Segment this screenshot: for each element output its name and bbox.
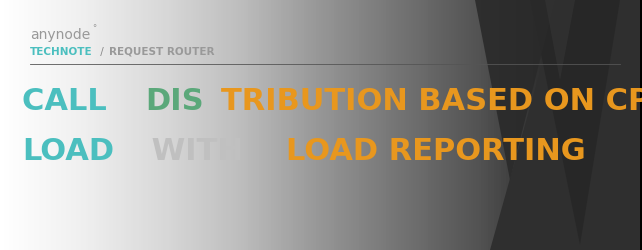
Polygon shape — [530, 0, 620, 245]
Text: REQUEST ROUTER: REQUEST ROUTER — [109, 47, 214, 57]
Polygon shape — [475, 0, 555, 180]
Text: /: / — [97, 47, 107, 57]
Text: anynode: anynode — [30, 28, 91, 42]
Text: TRIBUTION BASED ON CPU: TRIBUTION BASED ON CPU — [221, 88, 642, 117]
Text: °: ° — [92, 24, 96, 34]
Text: CALL: CALL — [22, 88, 117, 117]
Polygon shape — [545, 0, 575, 80]
Text: LOAD: LOAD — [22, 138, 114, 166]
Text: DIS: DIS — [145, 88, 204, 117]
Polygon shape — [490, 0, 640, 250]
Text: WITH: WITH — [141, 138, 253, 166]
Text: LOAD REPORTING: LOAD REPORTING — [286, 138, 586, 166]
Text: TECHNOTE: TECHNOTE — [30, 47, 92, 57]
